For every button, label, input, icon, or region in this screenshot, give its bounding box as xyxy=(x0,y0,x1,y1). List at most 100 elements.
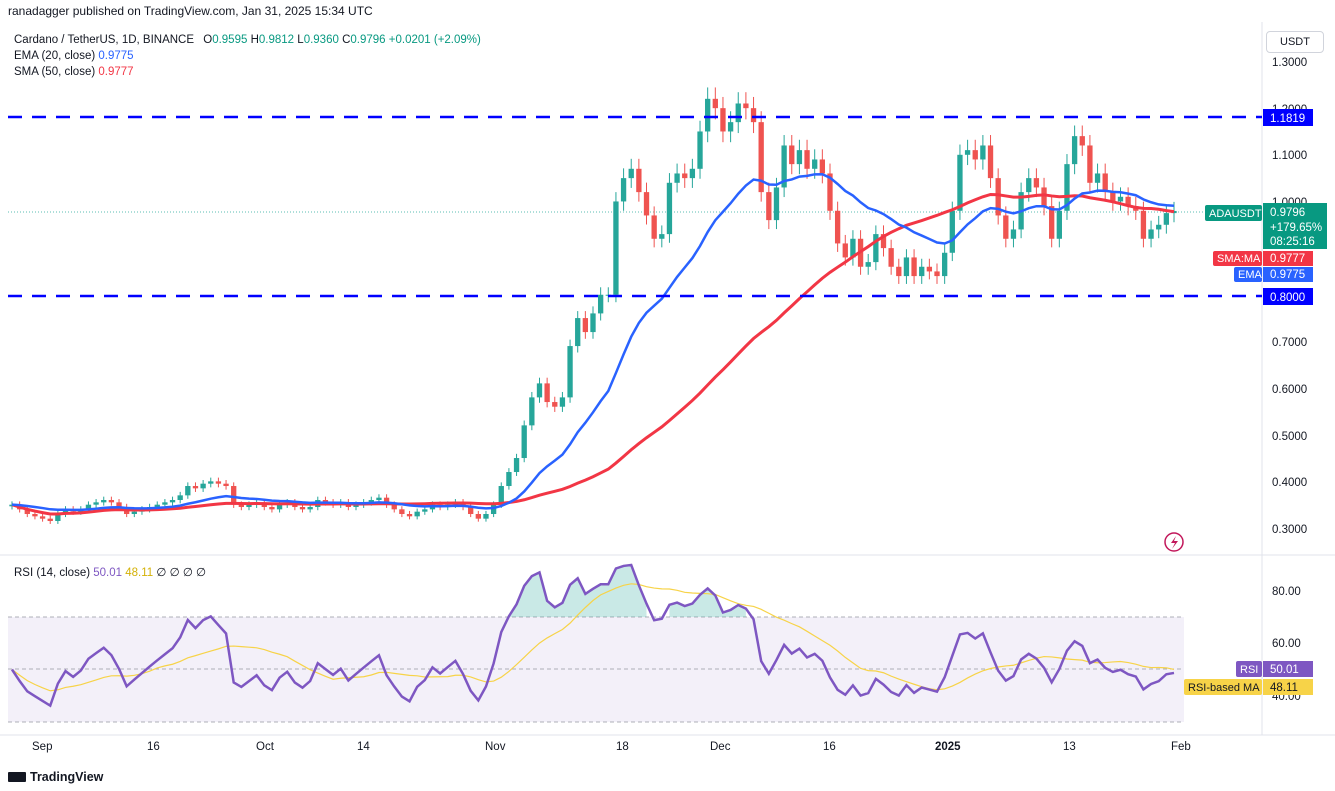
candle[interactable] xyxy=(743,103,749,109)
candle[interactable] xyxy=(85,504,92,510)
candle[interactable] xyxy=(131,511,137,515)
candle[interactable] xyxy=(1156,224,1162,230)
candle[interactable] xyxy=(842,243,848,258)
candle[interactable] xyxy=(880,234,887,249)
candle[interactable] xyxy=(177,495,183,501)
candle[interactable] xyxy=(827,173,833,211)
candle[interactable] xyxy=(513,458,520,473)
candle[interactable] xyxy=(888,248,894,267)
candle[interactable] xyxy=(422,509,428,512)
candle[interactable] xyxy=(972,150,978,160)
candle[interactable] xyxy=(1102,173,1108,193)
candle[interactable] xyxy=(1049,206,1055,239)
candle[interactable] xyxy=(766,192,772,221)
candle[interactable] xyxy=(590,313,596,333)
candle[interactable] xyxy=(307,507,313,510)
candle[interactable] xyxy=(636,168,642,193)
candle[interactable] xyxy=(712,98,718,109)
candle[interactable] xyxy=(559,397,566,407)
candle[interactable] xyxy=(62,509,69,515)
candle[interactable] xyxy=(55,514,61,522)
candle[interactable] xyxy=(1094,173,1101,183)
rsi-legend[interactable]: RSI (14, close) 50.01 48.11 ∅ ∅ ∅ ∅ xyxy=(14,565,206,579)
candle[interactable] xyxy=(406,514,413,517)
candle[interactable] xyxy=(865,262,871,267)
candle[interactable] xyxy=(1041,187,1047,207)
candle[interactable] xyxy=(773,187,780,221)
candle[interactable] xyxy=(215,481,222,484)
candle[interactable] xyxy=(483,514,489,519)
candle[interactable] xyxy=(200,483,206,489)
candle[interactable] xyxy=(689,168,696,179)
candle[interactable] xyxy=(399,509,405,515)
candle[interactable] xyxy=(758,122,764,193)
candle[interactable] xyxy=(620,178,627,202)
candle[interactable] xyxy=(896,266,902,277)
candle[interactable] xyxy=(101,500,107,503)
candle[interactable] xyxy=(750,108,757,123)
candle[interactable] xyxy=(391,504,397,510)
candle[interactable] xyxy=(544,383,550,403)
candle[interactable] xyxy=(812,159,818,169)
candle[interactable] xyxy=(47,518,53,522)
candle[interactable] xyxy=(521,425,527,459)
candle[interactable] xyxy=(552,402,558,407)
candle[interactable] xyxy=(720,108,726,132)
candle[interactable] xyxy=(804,150,810,169)
candle[interactable] xyxy=(1171,210,1177,214)
candle[interactable] xyxy=(582,318,589,333)
candle[interactable] xyxy=(781,145,787,188)
candle[interactable] xyxy=(238,504,245,508)
candle[interactable] xyxy=(231,486,237,505)
candle[interactable] xyxy=(628,168,634,179)
candle[interactable] xyxy=(613,201,619,295)
tradingview-brand[interactable]: TradingView xyxy=(8,770,103,784)
candle[interactable] xyxy=(1087,145,1093,183)
sma-row[interactable]: SMA (50, close) 0.9777 xyxy=(14,64,481,80)
candle[interactable] xyxy=(1163,213,1170,225)
candle[interactable] xyxy=(322,500,329,503)
candle[interactable] xyxy=(575,318,581,347)
candle[interactable] xyxy=(941,252,948,277)
candle[interactable] xyxy=(727,122,734,132)
candle[interactable] xyxy=(529,397,535,426)
candle[interactable] xyxy=(1140,210,1147,239)
candle[interactable] xyxy=(651,215,657,239)
candle[interactable] xyxy=(1148,229,1154,239)
candle[interactable] xyxy=(368,500,374,503)
candle[interactable] xyxy=(498,486,504,505)
candle[interactable] xyxy=(819,159,826,174)
candle[interactable] xyxy=(659,234,665,239)
candle[interactable] xyxy=(1117,196,1124,202)
candle[interactable] xyxy=(682,173,688,179)
candle[interactable] xyxy=(919,266,925,277)
candle[interactable] xyxy=(597,294,604,314)
candle[interactable] xyxy=(674,173,680,183)
candle[interactable] xyxy=(957,154,963,211)
candle[interactable] xyxy=(987,145,994,179)
candle[interactable] xyxy=(475,514,481,519)
candle[interactable] xyxy=(911,257,917,277)
candle[interactable] xyxy=(697,131,703,169)
candle[interactable] xyxy=(1125,196,1131,207)
candle[interactable] xyxy=(1033,178,1040,188)
candle[interactable] xyxy=(643,192,650,216)
candle[interactable] xyxy=(414,511,420,517)
candle[interactable] xyxy=(949,210,955,253)
candle[interactable] xyxy=(1110,192,1116,202)
symbol-name[interactable]: Cardano / TetherUS, 1D, BINANCE xyxy=(14,34,195,46)
candle[interactable] xyxy=(108,500,115,503)
candle[interactable] xyxy=(93,502,99,505)
candle[interactable] xyxy=(299,507,306,510)
candle[interactable] xyxy=(223,483,229,487)
candle[interactable] xyxy=(850,238,856,258)
candle[interactable] xyxy=(980,145,986,160)
candle[interactable] xyxy=(1026,178,1032,193)
candle[interactable] xyxy=(666,182,673,235)
candle[interactable] xyxy=(506,472,512,487)
candle[interactable] xyxy=(1056,210,1062,239)
candle[interactable] xyxy=(169,500,176,503)
candle[interactable] xyxy=(995,178,1001,216)
candle[interactable] xyxy=(789,145,795,165)
